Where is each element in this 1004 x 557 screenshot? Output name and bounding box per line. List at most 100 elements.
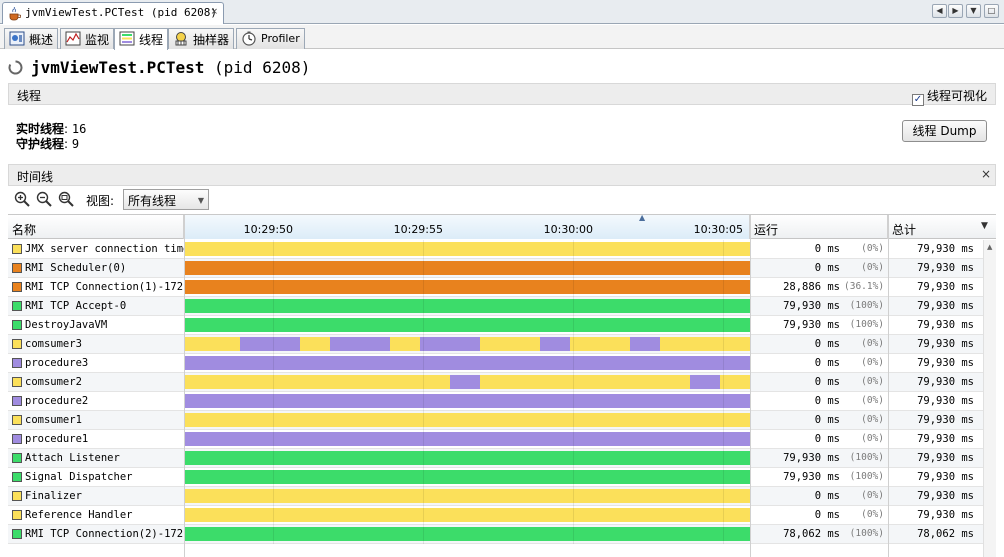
time-gridline <box>423 525 425 544</box>
time-gridline <box>423 468 425 487</box>
thread-timeline-bar <box>184 278 750 297</box>
thread-row[interactable]: Attach Listener 79,930 ms (100%) 79,930 ms <box>8 449 996 468</box>
timeline-section-header: 时间线 × <box>8 164 996 186</box>
thread-name: procedure3 <box>25 357 89 369</box>
thread-run-time: 79,930 ms <box>783 319 840 331</box>
thread-total-time: 79,930 ms <box>917 262 974 274</box>
thread-total-time: 79,930 ms <box>917 490 974 502</box>
thread-state-segment <box>184 280 750 294</box>
thread-state-segment <box>184 470 750 484</box>
tab-overview[interactable]: 概述 <box>4 28 59 49</box>
zoom-out-icon[interactable] <box>36 191 52 207</box>
time-gridline <box>273 449 275 468</box>
thread-row[interactable]: procedure1 0 ms (0%) 79,930 ms <box>8 430 996 449</box>
thread-row[interactable]: procedure2 0 ms (0%) 79,930 ms <box>8 392 996 411</box>
thread-row[interactable]: procedure3 0 ms (0%) 79,930 ms <box>8 354 996 373</box>
thread-timeline-bar <box>184 240 750 259</box>
thread-state-swatch <box>12 491 22 501</box>
close-timeline-icon[interactable]: × <box>980 167 991 181</box>
thread-total-time: 79,930 ms <box>917 376 974 388</box>
thread-row[interactable]: Finalizer 0 ms (0%) 79,930 ms <box>8 487 996 506</box>
thread-state-segment <box>184 318 750 332</box>
vertical-scrollbar[interactable]: ▲ <box>983 240 996 557</box>
zoom-in-icon[interactable] <box>14 191 30 207</box>
column-header-timeline[interactable]: ▲ 10:29:50 10:29:55 10:30:00 10:30:05 <box>184 213 750 239</box>
time-gridline <box>423 354 425 373</box>
thread-row[interactable]: JMX server connection timeout 0 ms (0%) 79,… <box>8 240 996 259</box>
zoom-fit-icon[interactable] <box>58 191 74 207</box>
thread-row[interactable]: Signal Dispatcher 79,930 ms (100%) 79,930 m… <box>8 468 996 487</box>
scroll-tabs-right-button[interactable]: ▶ <box>948 4 963 18</box>
close-tab-icon[interactable]: × <box>210 7 218 17</box>
document-tab[interactable]: jvmViewTest.PCTest (pid 6208) × <box>2 2 224 24</box>
thread-timeline-bar <box>184 525 750 544</box>
thread-state-swatch <box>12 358 22 368</box>
time-gridline <box>723 335 725 354</box>
tab-list-button[interactable]: ▼ <box>966 4 981 18</box>
thread-row[interactable]: RMI TCP Connection(2)-172.21.3.15 78,062 … <box>8 525 996 544</box>
thread-run-percent: (0%) <box>861 376 884 387</box>
thread-row[interactable]: RMI TCP Connection(1)-172.21.3.15 28,886 … <box>8 278 996 297</box>
threads-section-title: 线程 <box>17 89 42 103</box>
time-gridline <box>423 373 425 392</box>
thread-row[interactable]: comsumer1 0 ms (0%) 79,930 ms <box>8 411 996 430</box>
column-header-name[interactable]: 名称 <box>8 215 184 239</box>
time-gridline <box>723 373 725 392</box>
thread-total-time: 79,930 ms <box>917 319 974 331</box>
thread-state-segment <box>184 451 750 465</box>
thread-row[interactable]: comsumer3 0 ms (0%) 79,930 ms <box>8 335 996 354</box>
thread-state-swatch <box>12 453 22 463</box>
time-gridline <box>423 335 425 354</box>
time-gridline <box>273 240 275 259</box>
thread-state-segment <box>184 508 750 522</box>
monitor-icon <box>65 31 81 46</box>
thread-run-percent: (100%) <box>849 300 884 311</box>
thread-run-percent: (100%) <box>849 452 884 463</box>
thread-total-time: 79,930 ms <box>917 395 974 407</box>
time-gridline <box>723 487 725 506</box>
threads-timeline-table: 名称 ▲ 10:29:50 10:29:55 10:30:00 10:30:05 运行… <box>8 213 996 557</box>
thread-state-segment <box>240 337 301 351</box>
visualize-threads-checkbox[interactable]: ✓ 线程可视化 <box>911 87 987 106</box>
scroll-tabs-left-button[interactable]: ◀ <box>932 4 947 18</box>
thread-row[interactable]: comsumer2 0 ms (0%) 79,930 ms <box>8 373 996 392</box>
time-gridline <box>573 392 575 411</box>
tab-sampler[interactable]: 抽样器 <box>168 28 235 49</box>
tab-monitor[interactable]: 监视 <box>60 28 115 49</box>
tab-profiler[interactable]: Profiler <box>236 28 305 49</box>
time-gridline <box>273 392 275 411</box>
checkbox-checked-icon[interactable]: ✓ <box>911 94 924 106</box>
column-header-run[interactable]: 运行 <box>750 215 888 239</box>
view-select[interactable]: 所有线程 ▼ <box>123 189 209 210</box>
thread-row[interactable]: RMI TCP Accept-0 79,930 ms (100%) 79,930 ms <box>8 297 996 316</box>
time-tick-label: 10:29:55 <box>393 223 444 236</box>
thread-total-time: 79,930 ms <box>917 433 974 445</box>
time-gridline <box>423 430 425 449</box>
maximize-button[interactable]: □ <box>984 4 999 18</box>
thread-total-time: 79,930 ms <box>917 338 974 350</box>
time-gridline <box>723 316 725 335</box>
scroll-up-icon[interactable]: ▲ <box>987 243 993 251</box>
time-gridline <box>423 506 425 525</box>
thread-name: comsumer2 <box>25 376 82 388</box>
thread-timeline-bar <box>184 430 750 449</box>
tab-threads[interactable]: 线程 <box>114 28 169 50</box>
visualize-threads-label: 线程可视化 <box>926 89 987 103</box>
time-gridline <box>573 468 575 487</box>
thread-timeline-bar <box>184 468 750 487</box>
time-gridline <box>273 506 275 525</box>
thread-run-time: 0 ms <box>814 414 840 426</box>
document-tab-bar: jvmViewTest.PCTest (pid 6208) × ◀ ▶ ▼ □ <box>0 0 1004 24</box>
column-menu-icon[interactable]: ▼ <box>981 221 988 231</box>
column-header-total[interactable]: 总计 <box>892 223 917 237</box>
thread-state-segment <box>420 337 480 351</box>
thread-run-percent: (100%) <box>849 528 884 539</box>
thread-run-percent: (0%) <box>861 243 884 254</box>
thread-row[interactable]: DestroyJavaVM 79,930 ms (100%) 79,930 ms <box>8 316 996 335</box>
thread-state-segment <box>540 337 570 351</box>
thread-row[interactable]: RMI Scheduler(0) 0 ms (0%) 79,930 ms <box>8 259 996 278</box>
thread-run-time: 79,930 ms <box>783 452 840 464</box>
thread-dump-button[interactable]: 线程 Dump <box>902 120 987 142</box>
threads-icon <box>119 31 135 46</box>
thread-row[interactable]: Reference Handler 0 ms (0%) 79,930 ms <box>8 506 996 525</box>
